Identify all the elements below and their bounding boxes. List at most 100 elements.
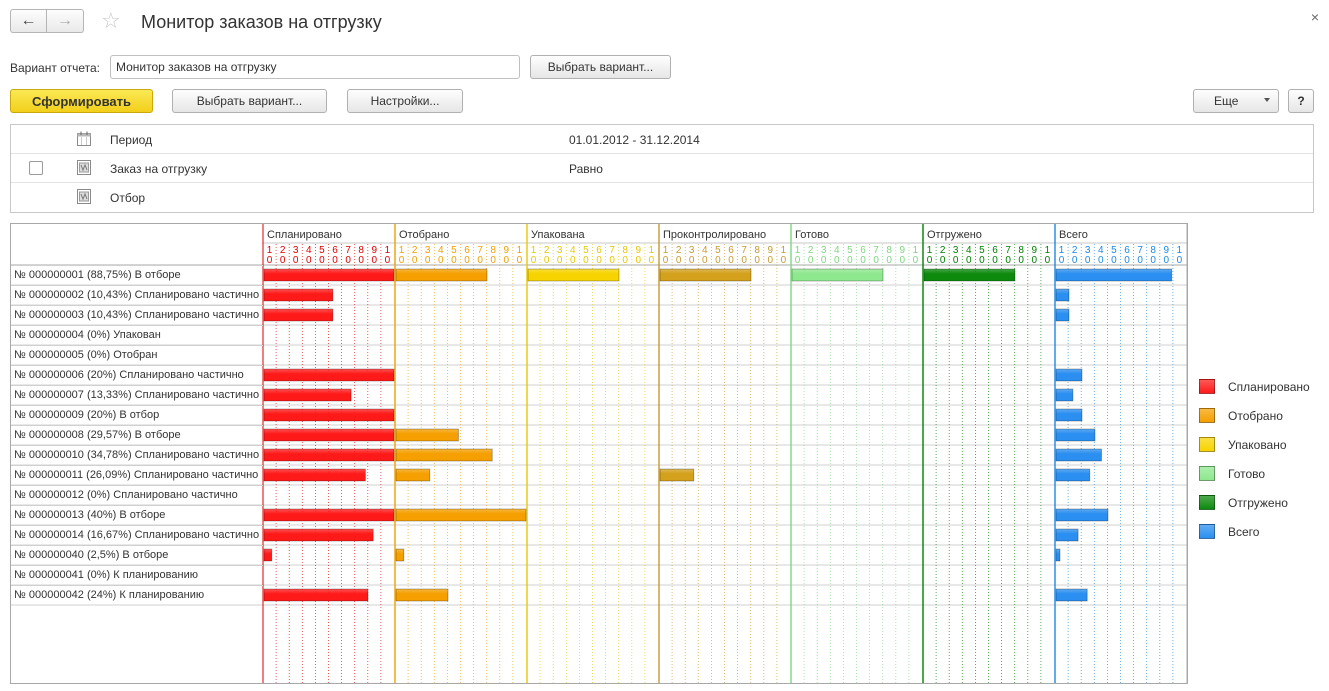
forward-button[interactable]: → [47,9,84,33]
scale-tick-label: 6 [1124,245,1130,256]
dropdown-arrow-icon [1264,98,1270,102]
chart-legend: Спланировано Отобрано Упаковано Готово Отгру… [1199,372,1310,546]
choose-variant-top-button[interactable]: Выбрать вариант... [530,55,671,79]
settings-button[interactable]: Настройки... [347,89,463,113]
bar-Спланировано [263,428,395,442]
group-header-1: Отобрано [399,229,449,241]
setting-value[interactable]: 01.01.2012 - 31.12.2014 [569,133,700,147]
group-header-4: Готово [795,229,829,241]
scale-tick-label: 2 [940,245,946,256]
setting-name: Заказ на отгрузку [110,162,208,176]
scale-tick-label: 4 [1098,245,1104,256]
scale-tick-label: 0 [1137,255,1143,266]
scale-tick-label: 0 [781,255,787,266]
bar-Отобрано [395,508,527,522]
scale-tick-label: 0 [728,255,734,266]
bar-Всего [1055,308,1070,322]
scale-tick-label: 2 [808,245,814,256]
legend-swatch [1199,524,1215,539]
legend-swatch [1199,437,1215,452]
arrow-right-icon: → [57,12,73,29]
scale-tick-label: 6 [860,245,866,256]
scale-tick-label: 0 [1005,255,1011,266]
order-row-label[interactable]: № 000000005 (0%) Отобран [11,345,263,365]
setting-row-order[interactable]: Заказ на отгрузку Равно [11,154,1313,183]
choose-variant-button[interactable]: Выбрать вариант... [172,89,327,113]
scale-tick-label: 6 [332,245,338,256]
scale-tick-label: 6 [992,245,998,256]
order-row-label[interactable]: № 000000004 (0%) Упакован [11,325,263,345]
bar-Спланировано [263,588,369,602]
order-row-label[interactable]: № 000000001 (88,75%) В отборе [11,265,263,285]
scale-tick-label: 4 [306,245,312,256]
scale-tick-label: 1 [1059,245,1065,256]
scale-tick-label: 0 [754,255,760,266]
scale-tick-label: 9 [636,245,642,256]
order-row-label[interactable]: № 000000009 (20%) В отбор [11,405,263,425]
scale-tick-label: 7 [1137,245,1143,256]
legend-label: Всего [1228,524,1260,539]
bar-Спланировано [263,368,395,382]
more-button[interactable]: Еще [1193,89,1279,113]
scale-tick-label: 0 [609,255,615,266]
scale-tick-label: 0 [821,255,827,266]
scale-tick-label: 0 [860,255,866,266]
scale-tick-label: 1 [1045,245,1051,256]
scale-tick-label: 0 [477,255,483,266]
scale-tick-label: 3 [425,245,431,256]
bar-Всего [1055,468,1091,482]
scale-tick-label: 0 [702,255,708,266]
scale-tick-label: 8 [358,245,364,256]
order-row-label[interactable]: № 000000040 (2,5%) В отборе [11,545,263,565]
order-row-label[interactable]: № 000000010 (34,78%) Спланировано частич… [11,445,263,465]
scale-tick-label: 7 [609,245,615,256]
bar-Спланировано [263,508,395,522]
setting-row-filter[interactable]: Отбор [11,183,1313,212]
setting-checkbox[interactable] [29,161,43,175]
more-label: Еще [1214,94,1239,108]
document-icon [77,160,91,175]
scale-tick-label: 0 [531,255,537,266]
setting-row-period[interactable]: Период 01.01.2012 - 31.12.2014 [11,125,1313,154]
bar-Всего [1055,428,1096,442]
back-button[interactable]: ← [10,9,47,33]
favorite-star-icon[interactable]: ☆ [101,8,121,33]
close-icon[interactable]: × [1310,9,1319,25]
arrow-left-icon: ← [20,12,37,29]
order-row-label[interactable]: № 000000006 (20%) Спланировано частично [11,365,263,385]
order-row-label[interactable]: № 000000008 (29,57%) В отборе [11,425,263,445]
setting-value[interactable]: Равно [569,162,603,176]
scale-tick-label: 1 [781,245,787,256]
scale-tick-label: 0 [953,255,959,266]
order-row-label[interactable]: № 000000002 (10,43%) Спланировано частич… [11,285,263,305]
scale-tick-label: 1 [913,245,919,256]
order-row-label[interactable]: № 000000041 (0%) К планированию [11,565,263,585]
order-row-label[interactable]: № 000000011 (26,09%) Спланировано частич… [11,465,263,485]
order-row-label[interactable]: № 000000013 (40%) В отборе [11,505,263,525]
order-row-label[interactable]: № 000000042 (24%) К планированию [11,585,263,605]
bar-Отобрано [395,588,449,602]
scale-tick-label: 0 [306,255,312,266]
scale-tick-label: 0 [504,255,510,266]
scale-tick-label: 4 [570,245,576,256]
generate-button[interactable]: Сформировать [10,89,153,113]
order-row-label[interactable]: № 000000014 (16,67%) Спланировано частич… [11,525,263,545]
bar-Отобрано [395,468,431,482]
scale-tick-label: 9 [768,245,774,256]
scale-tick-label: 8 [622,245,628,256]
scale-tick-label: 5 [715,245,721,256]
variant-input[interactable] [110,55,520,79]
scale-tick-label: 3 [953,245,959,256]
scale-tick-label: 0 [399,255,405,266]
order-row-label[interactable]: № 000000003 (10,43%) Спланировано частич… [11,305,263,325]
bar-Упакована [527,268,620,282]
bar-Готово [791,268,884,282]
order-row-label[interactable]: № 000000012 (0%) Спланировано частично [11,485,263,505]
help-button[interactable]: ? [1288,89,1314,113]
scale-tick-label: 0 [715,255,721,266]
scale-tick-label: 2 [412,245,418,256]
scale-tick-label: 0 [385,255,391,266]
bar-Спланировано [263,308,334,322]
order-row-label[interactable]: № 000000007 (13,33%) Спланировано частич… [11,385,263,405]
scale-tick-label: 1 [649,245,655,256]
